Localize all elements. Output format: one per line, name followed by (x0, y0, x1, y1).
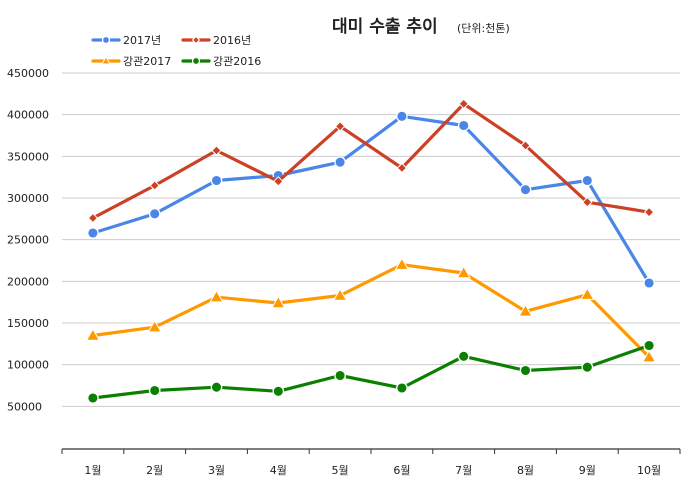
data-point-eab095eab4802017-1 (85, 328, 101, 341)
series-line-2016eb8584 (91, 102, 651, 220)
data-point-eab095eab4802017-7 (456, 265, 471, 279)
x-tick-label-1: 1월 (84, 464, 101, 477)
series-2016eb8584 (87, 98, 655, 224)
data-point-2017eb8584-9 (581, 174, 594, 187)
data-point-eab095eab4802017-2 (147, 319, 162, 333)
data-point-2017eb8584-7 (457, 119, 470, 132)
data-point-2017eb8584-10 (643, 277, 655, 289)
series-line-eab095eab4802017 (91, 263, 651, 359)
data-point-eab095eab4802016-9 (581, 361, 594, 374)
legend-item-2017eb8584: 2017년 (91, 34, 161, 47)
legend-label-eab095eab4802016: 강관2016 (213, 55, 261, 68)
data-point-eab095eab4802016-7 (457, 350, 470, 363)
data-point-2017eb8584-1 (87, 227, 99, 239)
data-point-eab095eab4802016-10 (643, 339, 655, 352)
data-point-eab095eab4802017-5 (332, 288, 348, 301)
data-point-2016eb8584-1 (87, 212, 99, 224)
y-tick-label-100000: 100000 (7, 359, 49, 372)
data-point-eab095eab4802016-4 (272, 385, 285, 398)
y-tick-label-450000: 450000 (7, 67, 49, 80)
y-tick-label-350000: 350000 (7, 150, 49, 163)
data-point-eab095eab4802016-6 (396, 382, 408, 394)
y-tick-label-300000: 300000 (7, 192, 49, 205)
data-point-2016eb8584-8 (520, 140, 531, 151)
axes: 50000 100000 150000 200000 250000 300000 35000… (7, 67, 681, 477)
x-tick-label-9: 9월 (579, 464, 596, 477)
legend-item-2016eb8584: 2016년 (181, 34, 251, 47)
y-tick-label-50000: 50000 (7, 400, 42, 413)
data-point-eab095eab4802017-6 (394, 257, 410, 270)
data-point-2016eb8584-9 (582, 196, 593, 208)
legend-marker-2016eb8584 (191, 35, 201, 45)
x-tick-label-7: 7월 (455, 464, 472, 477)
series-2017eb8584 (87, 110, 655, 289)
y-tick-label-250000: 250000 (7, 234, 49, 247)
data-point-2017eb8584-6 (396, 110, 408, 123)
x-tick-label-5: 5월 (332, 464, 349, 477)
data-point-2016eb8584-4 (273, 176, 284, 187)
series-line-eab095eab4802016 (91, 343, 651, 400)
data-point-eab095eab4802016-3 (210, 381, 223, 394)
data-point-2017eb8584-5 (334, 156, 346, 169)
x-tick-label-8: 8월 (517, 464, 534, 477)
series-lines (85, 98, 657, 404)
series-eab095eab4802016 (87, 339, 655, 404)
data-point-2016eb8584-2 (149, 180, 160, 191)
legend-item-eab095eab4802017: 강관2017 (91, 55, 171, 68)
legend-marker-eab095eab4802017 (101, 55, 111, 65)
data-point-2017eb8584-8 (519, 183, 532, 196)
series-eab095eab4802017 (85, 257, 657, 363)
data-point-eab095eab4802016-5 (334, 369, 346, 382)
y-tick-label-200000: 200000 (7, 275, 49, 288)
data-point-eab095eab4802017-10 (641, 349, 657, 363)
chart-title: 대미 수출 추이 (332, 17, 438, 37)
data-point-eab095eab4802017-8 (518, 304, 533, 317)
data-point-2016eb8584-5 (334, 121, 346, 132)
y-tick-label-400000: 400000 (7, 109, 49, 122)
series-line-2017eb8584 (91, 114, 651, 285)
data-point-eab095eab4802017-4 (271, 295, 286, 309)
x-tick-label-3: 3월 (208, 464, 225, 477)
data-point-2017eb8584-3 (210, 174, 223, 187)
x-tick-label-4: 4월 (270, 464, 287, 477)
legend-label-2016eb8584: 2016년 (213, 34, 251, 47)
data-point-2016eb8584-7 (458, 98, 469, 110)
data-point-eab095eab4802017-9 (580, 287, 595, 300)
data-point-2016eb8584-3 (211, 145, 222, 156)
x-tick-label-6: 6월 (393, 464, 410, 477)
data-point-eab095eab4802016-2 (148, 384, 161, 397)
x-tick-label-2: 2월 (146, 464, 163, 477)
data-point-2016eb8584-6 (396, 162, 408, 174)
legend-label-2017eb8584: 2017년 (123, 34, 161, 47)
y-tick-label-150000: 150000 (7, 317, 49, 330)
data-point-2016eb8584-10 (643, 206, 655, 218)
chart-subtitle: (단위:천톤) (457, 21, 510, 35)
legend-item-eab095eab4802016: 강관2016 (181, 55, 261, 68)
gridlines (62, 72, 680, 407)
legend-marker-eab095eab4802016 (191, 56, 201, 66)
legend-label-eab095eab4802017: 강관2017 (123, 55, 171, 68)
legend-marker-2017eb8584 (101, 35, 111, 45)
x-tick-label-10: 10월 (637, 464, 661, 477)
data-point-eab095eab4802017-3 (209, 289, 224, 303)
data-point-eab095eab4802016-1 (87, 392, 99, 404)
data-point-2017eb8584-2 (148, 207, 161, 220)
data-point-eab095eab4802016-8 (519, 364, 532, 377)
